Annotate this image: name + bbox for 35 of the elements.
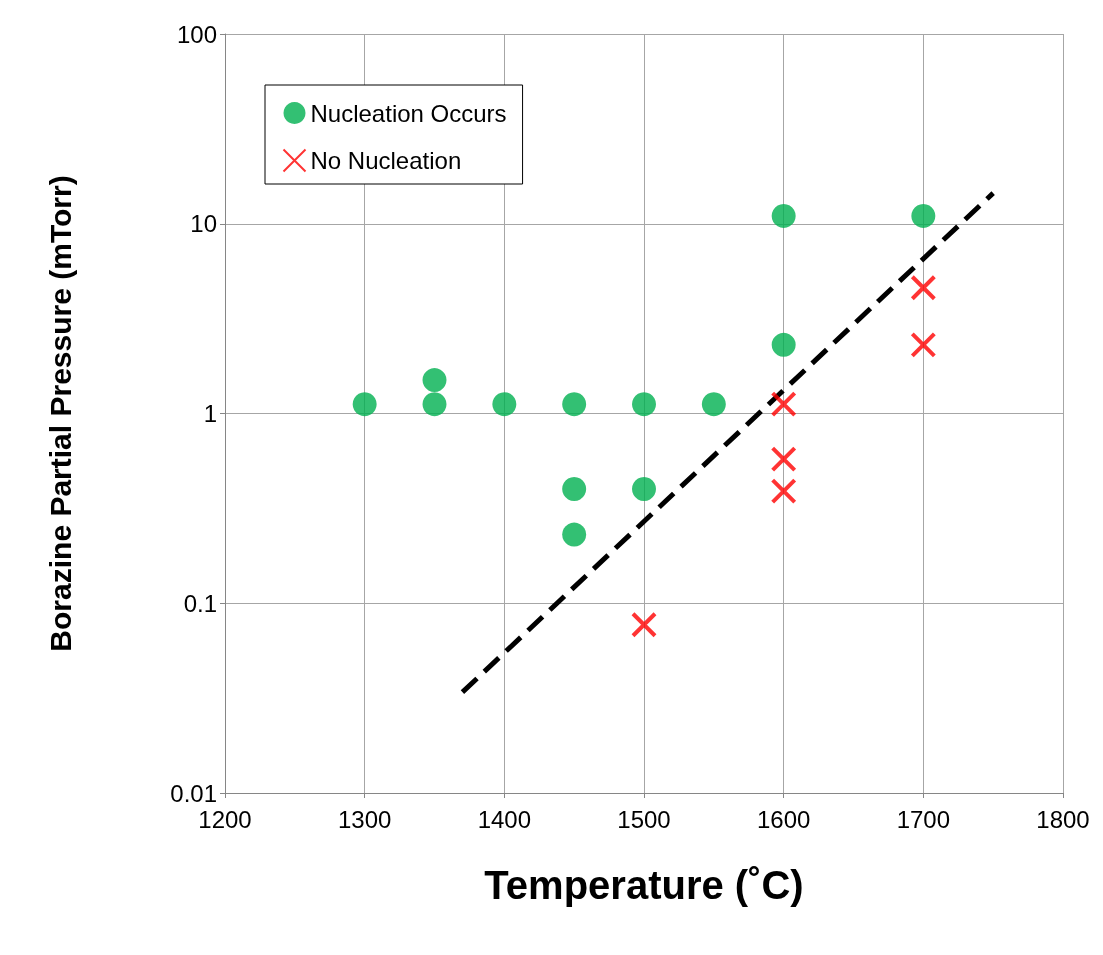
point — [910, 331, 937, 358]
point — [632, 477, 656, 501]
point — [770, 446, 797, 473]
point — [352, 392, 377, 417]
y-tick-label: 100 — [176, 20, 217, 48]
point — [771, 203, 796, 228]
x-tick-label: 1200 — [198, 805, 252, 833]
point — [910, 274, 937, 301]
point — [770, 478, 797, 505]
legend-label: No Nucleation — [310, 147, 462, 174]
y-tick-label: 0.1 — [183, 589, 217, 617]
y-axis-title: Borazine Partial Pressure (mTorr) — [43, 175, 77, 652]
point — [770, 391, 797, 418]
legend-label: Nucleation Occurs — [310, 99, 507, 127]
x-tick-label: 1300 — [337, 805, 392, 833]
y-tick-label: 0.01 — [170, 779, 217, 807]
point — [631, 611, 657, 638]
point — [562, 477, 587, 501]
x-tick-label: 1800 — [1036, 805, 1090, 833]
point — [632, 392, 656, 417]
point — [771, 332, 796, 357]
point — [422, 368, 447, 393]
x-tick-label: 1500 — [617, 805, 671, 833]
x-tick-label: 1700 — [896, 805, 951, 833]
x-axis-title: Temperature (˚C) — [484, 863, 804, 907]
y-tick-label: 1 — [203, 400, 217, 427]
point — [911, 203, 936, 228]
x-tick-label: 1400 — [477, 805, 532, 833]
y-tick-label: 10 — [190, 210, 217, 238]
point — [701, 392, 726, 417]
x-tick-label: 1600 — [756, 805, 811, 833]
point — [492, 392, 517, 417]
point — [422, 392, 447, 417]
point — [562, 522, 587, 547]
point — [562, 392, 587, 417]
